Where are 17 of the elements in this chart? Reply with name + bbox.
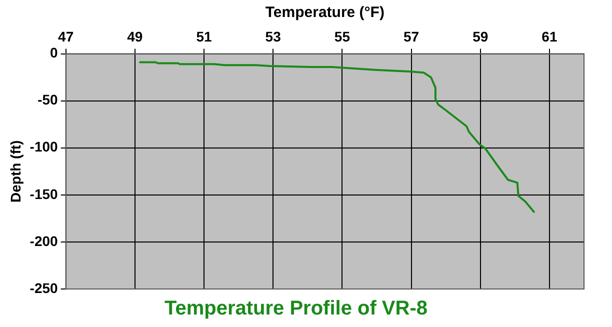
y-axis-title: Depth (ft) [7,140,24,202]
y-tick-label: -250 [30,280,58,296]
x-tick-label: 57 [403,28,420,44]
x-tick-label: 47 [58,28,74,44]
text: Temperature Profile of VR-8 [164,298,428,320]
x-tick-label: 55 [334,28,350,44]
y-tick-label: -150 [30,186,58,202]
x-tick-label: 49 [127,28,143,44]
y-tick-label: -200 [30,232,58,249]
x-tick-label: 51 [196,28,212,44]
x-axis-title: Temperature (°F) [265,4,384,22]
y-tick-label: 0 [50,44,58,61]
x-tick-label: 61 [542,28,558,44]
y-tick-label: -50 [38,92,58,108]
x-tick-label: 53 [265,28,282,44]
x-tick-label: 59 [472,28,488,44]
y-tick-label: -100 [30,138,58,155]
